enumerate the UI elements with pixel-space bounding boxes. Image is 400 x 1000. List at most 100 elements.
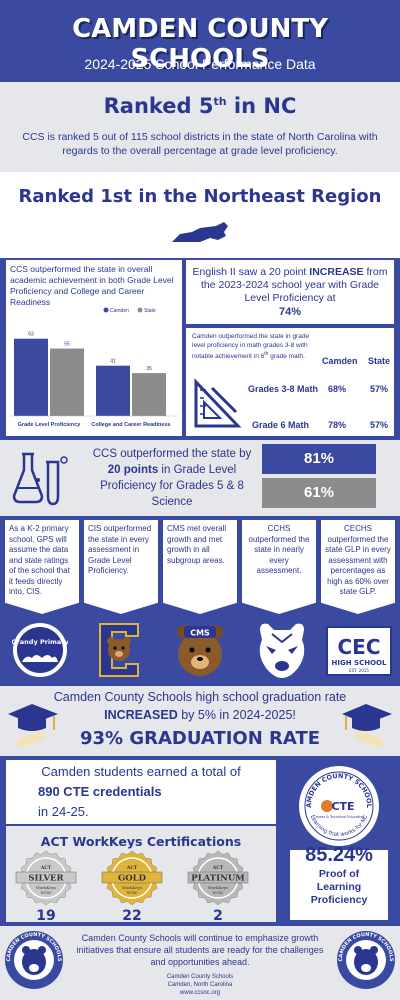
achievement-heading: CCS outperformed the state in overall ac… [10,264,174,307]
cec-high-school-logo: CEC HIGH SCHOOL EST. 2015 [326,626,392,676]
medal-level-text: PLATINUM [191,874,245,884]
bar-value-label: 35 [146,366,152,372]
cte-badge-sub: Career & Technical Education [313,815,364,819]
workkeys-medals: ACTSILVERWorkKeysNCRC19ACTGOLDWorkKeysNC… [15,850,249,922]
cms-logo-text: CMS [190,629,210,638]
medal-workkeys-text: WorkKeys [208,885,228,890]
legend-swatch [103,307,109,313]
school-pennant: CECHS outperformed the state GLP in ever… [321,520,395,614]
footer-city: Camden, North Carolina [167,982,233,988]
medal-act-text: ACT [126,865,138,871]
bar [50,348,84,416]
math-row-label: Grade 6 Math [252,420,310,430]
legend-label: Camden [110,308,129,314]
medal-workkeys-text: WorkKeys [36,885,56,890]
math-row-camden: 78% [328,420,347,430]
graduation-cap-icon [342,704,392,748]
english-text: English II saw a 20 point INCREASE from … [192,266,388,304]
graduation-line1: Camden County Schools high school gradua… [53,690,347,704]
rank-region-section: Ranked 1st in the Northeast Region [0,172,400,258]
rank-region-title: Ranked 1st in the Northeast Region [18,186,382,207]
school-pennant: CCHS outperformed the state in nearly ev… [242,520,316,614]
math-row-state: 57% [370,384,389,394]
math-row-camden: 68% [328,384,347,394]
rank-nc-section: Ranked 5th in NC CCS is ranked 5 out of … [0,82,400,172]
bar-value-label: 41 [110,359,116,365]
medal-act-text: ACT [212,865,224,871]
category-label: Grade Level Proficiency [18,422,82,428]
cchs-bear-logo [259,623,305,678]
medal-level-text: GOLD [118,874,147,884]
rank-nc-body: CCS is ranked 5 out of 115 school distri… [22,131,378,157]
bar-value-label: 55 [64,342,70,348]
math-card: Camden outperformed the state in grade l… [186,328,394,436]
grandy-logo-text: Grandy Primary [12,638,68,646]
cec-logo-text: CEC [337,635,380,659]
legend-label: State [144,308,156,314]
medal-ncrc-text: NCRC [126,891,137,895]
footer-website[interactable]: www.ccsnc.org [179,990,220,996]
rank-nc-title: Ranked 5th in NC [103,94,297,118]
camden-seal-logo: CAMDEN COUNTY SCHOOLS [337,931,395,989]
cte-line1: Camden students earned a total of [41,764,241,779]
proof-label: Proof of Learning Proficiency [310,868,368,906]
graduation-rate: 93% GRADUATION RATE [79,728,321,749]
workkeys-card: ACT WorkKeys Certifications ACT SILVER Wor… [6,826,276,922]
medal-ncrc-text: NCRC [212,891,223,895]
medal-count: 22 [122,908,141,922]
school-pennant: As a K-2 primary school, GPS will assume… [5,520,79,614]
science-flasks-icon [12,452,68,506]
bar [132,373,166,416]
cte-credentials-count: 890 CTE credentials [38,784,162,799]
camden-seal-logo: CAMDEN COUNTY SCHOOLS [5,931,63,989]
school-logos: Grandy Primary CMS CEC HIGH SCHOOL EST. … [0,616,400,684]
bar [14,338,48,416]
footer: CAMDEN COUNTY SCHOOLS CAMDEN COUNTY SCHO… [0,926,400,1000]
graduation-cap-icon [8,704,58,748]
grandy-primary-logo: Grandy Primary [12,623,68,677]
school-pennant: CIS outperformed the state in every asse… [84,520,158,614]
workkeys-title: ACT WorkKeys Certifications [40,834,242,849]
bar [96,365,130,416]
header: CAMDEN COUNTY SCHOOLS 2024-2025 School P… [0,0,400,82]
cis-bear-logo [99,623,139,677]
science-section: CCS outperformed the state by 20 points … [0,440,400,516]
medal-act-text: ACT [40,865,52,871]
school-pennants: As a K-2 primary school, GPS will assume… [0,516,400,616]
cte-credentials-card: Camden students earned a total of 890 CT… [6,760,276,824]
english-value: 74% [278,306,302,318]
science-text: CCS outperformed the state by 20 points … [92,448,252,508]
medal-ncrc-text: NCRC [40,891,51,895]
science-camden-bar: 81% [262,444,376,474]
cte-badge-logo: CAMDEN COUNTY SCHOOLS Learning that work… [297,764,379,846]
achievement-bar-chart: Camden State 63 55 Grade Level Proficiency 41… [10,307,178,428]
math-row-state: 57% [370,420,389,430]
proof-value: 85.24% [305,844,373,866]
page-subtitle: 2024-2025 School Performance Data [84,56,316,72]
graduation-section: Camden County Schools high school gradua… [0,686,400,756]
medal-count: 19 [36,908,55,922]
footer-org: Camden County Schools [166,974,234,980]
medal-level-text: SILVER [28,874,64,884]
cec-logo-subtext: HIGH SCHOOL [332,659,387,667]
legend-swatch [137,307,143,313]
math-col-state: State [368,356,391,366]
school-pennant: CMS met overall growth and met growth in… [163,520,237,614]
cte-badge-label: CTE [331,800,354,813]
math-row-label: Grades 3-8 Math [248,384,319,394]
medal-workkeys-text: WorkKeys [122,885,142,890]
footer-text: Camden County Schools will continue to e… [76,933,324,967]
achievement-card: CCS outperformed the state in overall ac… [6,260,182,436]
proof-card: CAMDEN COUNTY SCHOOLS Learning that work… [284,760,394,924]
cec-logo-established: EST. 2015 [349,668,369,673]
math-description: Camden outperformed the state in grade l… [192,333,310,361]
medal-count: 2 [213,908,223,922]
math-col-camden: Camden [322,356,358,366]
category-label: College and Career Readiness [91,422,170,428]
cms-bear-logo: CMS [177,625,223,676]
english-card: English II saw a 20 point INCREASE from … [186,260,394,324]
science-state-bar: 61% [262,478,376,508]
